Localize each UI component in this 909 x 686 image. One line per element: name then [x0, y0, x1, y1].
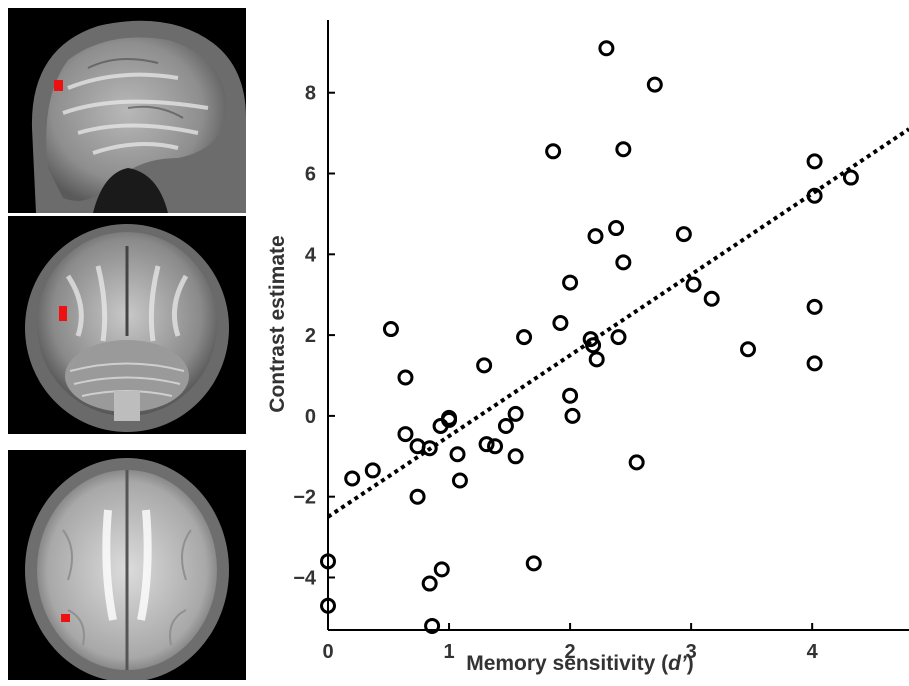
- data-point: [421, 440, 438, 457]
- y-tick-label: 4: [305, 244, 317, 266]
- data-point: [433, 561, 450, 578]
- x-axis-title-suffix: ): [687, 652, 694, 675]
- data-point: [344, 470, 361, 487]
- data-point: [806, 298, 823, 315]
- axial-brain-image: [8, 450, 246, 680]
- data-point: [806, 153, 823, 170]
- data-point: [397, 426, 414, 443]
- data-point: [552, 314, 569, 331]
- x-axis-title-italic: d’: [668, 652, 688, 675]
- data-point: [585, 337, 602, 354]
- data-point: [675, 226, 692, 243]
- sagittal-activation-spot: [54, 80, 63, 91]
- data-point: [449, 446, 466, 463]
- axial-brain-slice: [8, 450, 246, 680]
- data-point: [588, 351, 605, 368]
- coronal-brain-image: [8, 216, 246, 434]
- data-point: [842, 169, 859, 186]
- data-point: [740, 341, 757, 358]
- y-tick-label: 0: [305, 406, 316, 428]
- x-tick-label: 2: [565, 641, 576, 663]
- data-point: [646, 76, 663, 93]
- x-tick-label: 1: [443, 641, 454, 663]
- data-point: [507, 448, 524, 465]
- sagittal-brain-slice: [8, 8, 246, 213]
- data-point: [608, 220, 625, 237]
- data-point: [441, 411, 458, 428]
- y-tick-label: −2: [293, 487, 316, 509]
- data-point: [487, 438, 504, 455]
- data-point: [497, 417, 514, 434]
- data-point: [478, 436, 495, 453]
- data-point: [598, 40, 615, 57]
- data-point: [545, 143, 562, 160]
- data-point: [525, 555, 542, 572]
- coronal-brain-slice: [8, 216, 246, 434]
- data-point: [421, 575, 438, 592]
- y-tick-label: 8: [305, 83, 316, 105]
- data-point: [615, 254, 632, 271]
- x-tick-label: 4: [807, 641, 819, 663]
- data-point: [685, 276, 702, 293]
- data-point: [562, 274, 579, 291]
- data-point: [507, 405, 524, 422]
- data-point: [382, 321, 399, 338]
- data-point: [806, 355, 823, 372]
- data-point: [610, 329, 627, 346]
- data-point: [564, 407, 581, 424]
- scatter-plot: −4 −2 0 2 4 6 8 0 1 2 3 4 Contrast estimate Memory …: [250, 0, 909, 686]
- y-tick-label: 6: [305, 164, 316, 186]
- coronal-activation-spot: [59, 306, 67, 321]
- data-point: [615, 141, 632, 158]
- y-tick-label: 2: [305, 325, 316, 347]
- y-axis-title: Contrast estimate: [266, 235, 289, 412]
- y-tick-label: −4: [293, 567, 317, 589]
- data-point: [364, 462, 381, 479]
- brain-slices: [8, 8, 246, 680]
- data-point: [476, 357, 493, 374]
- data-point: [397, 369, 414, 386]
- scatter-plot-svg: −4 −2 0 2 4 6 8 0 1 2 3 4 Contrast estimate Memory …: [266, 20, 909, 675]
- x-axis-title: Memory sensitivity (d’): [466, 652, 694, 675]
- regression-fit-line: [326, 127, 909, 519]
- axes-group: −4 −2 0 2 4 6 8 0 1 2 3 4: [293, 20, 909, 663]
- data-point: [587, 228, 604, 245]
- data-point: [562, 387, 579, 404]
- x-tick-label: 0: [322, 641, 333, 663]
- x-axis-title-prefix: Memory sensitivity (: [466, 652, 668, 675]
- data-point: [516, 329, 533, 346]
- x-tick-label: 3: [686, 641, 697, 663]
- data-point: [628, 454, 645, 471]
- data-point: [424, 617, 441, 634]
- axial-activation-spot: [61, 614, 70, 622]
- data-point: [703, 290, 720, 307]
- data-points-group: [320, 40, 859, 634]
- data-point: [409, 488, 426, 505]
- sagittal-brain-image: [8, 8, 246, 213]
- data-point: [451, 472, 468, 489]
